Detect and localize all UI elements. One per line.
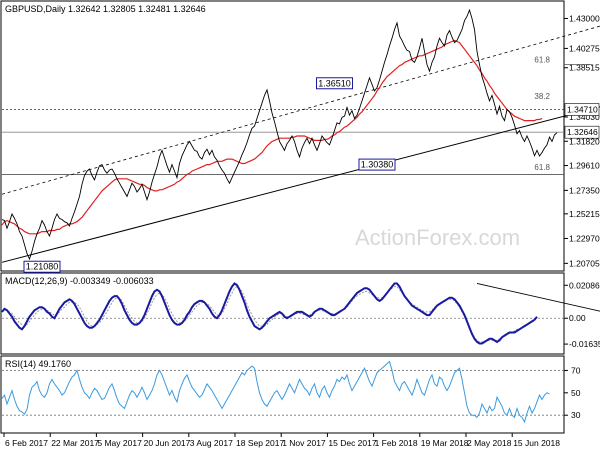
price-line: [1, 8, 558, 261]
x-tick-label-9: 19 Mar 2018: [421, 438, 469, 448]
price-tick-label-8: 1.22970: [569, 233, 600, 243]
price-tick-label-9: 1.20705: [569, 258, 600, 268]
rsi-panel-frame: [0, 355, 565, 434]
price-tick-label-2: 1.38515: [569, 63, 600, 73]
price-label-1: 1.36510: [318, 78, 351, 88]
macd-layer: [1, 282, 600, 345]
macd-line: [1, 282, 538, 345]
axis-layer: 1.43000 1.40275 1.38515 1.34030 1.31820 1.296…: [3, 13, 600, 448]
chart-header: GBPUSD,Daily 1.32642 1.32805 1.32481 1.3…: [5, 4, 206, 14]
x-tick-label-7: 15 Dec 2017: [328, 438, 376, 448]
price-label-4: 1.21080: [26, 262, 59, 272]
price-tick-label-6: 1.27350: [569, 185, 600, 195]
x-tick-label-1: 22 Mar 2017: [51, 438, 99, 448]
price-layer: 61.838.261.81.437601.365101.303801.30480…: [1, 8, 600, 273]
moving-average-line: [1, 39, 543, 235]
channel-upper-line: [1, 25, 600, 195]
rsi-layer: [1, 360, 564, 424]
rsi-line: [1, 360, 550, 424]
level-value-label-box: [564, 103, 600, 116]
price-tick-label-7: 1.25215: [569, 209, 600, 219]
macd-trendline-0: [476, 283, 600, 312]
fib-label-2: 61.8: [534, 163, 550, 172]
channel-lower-line: [1, 106, 600, 263]
macd-tick-label-2: -0.016357: [569, 339, 600, 349]
x-tick-label-2: 5 May 2017: [97, 438, 142, 448]
price-tick-label-5: 1.29610: [569, 161, 600, 171]
price-tick-label-0: 1.43000: [569, 13, 600, 23]
x-tick-label-8: 1 Feb 2018: [375, 438, 418, 448]
price-tick-label-1: 1.40275: [569, 43, 600, 53]
price-label-box-2: [358, 158, 396, 171]
watermark: ActionForex.com: [355, 225, 520, 250]
fib-label-0: 61.8: [534, 56, 550, 65]
x-tick-label-3: 20 Jun 2017: [144, 438, 191, 448]
current-price-label-box: [564, 125, 600, 139]
x-tick-label-4: 3 Aug 2017: [190, 438, 233, 448]
macd-label: MACD(12,26,9) -0.003349 -0.006033: [5, 276, 154, 286]
macd-tick-label-0: 0.020861: [569, 280, 600, 290]
x-tick-label-10: 2 May 2018: [467, 438, 512, 448]
current-price-label: 1.32646: [567, 127, 598, 137]
x-tick-label-11: 15 Jun 2018: [513, 438, 560, 448]
price-tick-label-3: 1.34030: [569, 112, 600, 122]
x-tick-label-6: 1 Nov 2017: [282, 438, 326, 448]
rsi-tick-label-2: 30: [571, 410, 581, 420]
macd-tick-label-1: 0.00: [569, 313, 586, 323]
x-tick-label-0: 6 Feb 2017: [5, 438, 48, 448]
rsi-label: RSI(14) 49.1760: [5, 359, 71, 369]
price-label-box-4: [23, 260, 61, 273]
rsi-tick-label-0: 70: [571, 365, 581, 375]
price-label-2: 1.30380: [361, 160, 394, 170]
price-label-box-1: [316, 77, 353, 90]
rsi-tick-label-1: 50: [571, 388, 581, 398]
price-panel-frame: [0, 0, 565, 272]
fib-label-1: 38.2: [534, 92, 550, 101]
x-tick-label-5: 18 Sep 2017: [236, 438, 284, 448]
price-tick-label-4: 1.31820: [569, 136, 600, 146]
level-value-label: 1.34710: [567, 105, 598, 115]
